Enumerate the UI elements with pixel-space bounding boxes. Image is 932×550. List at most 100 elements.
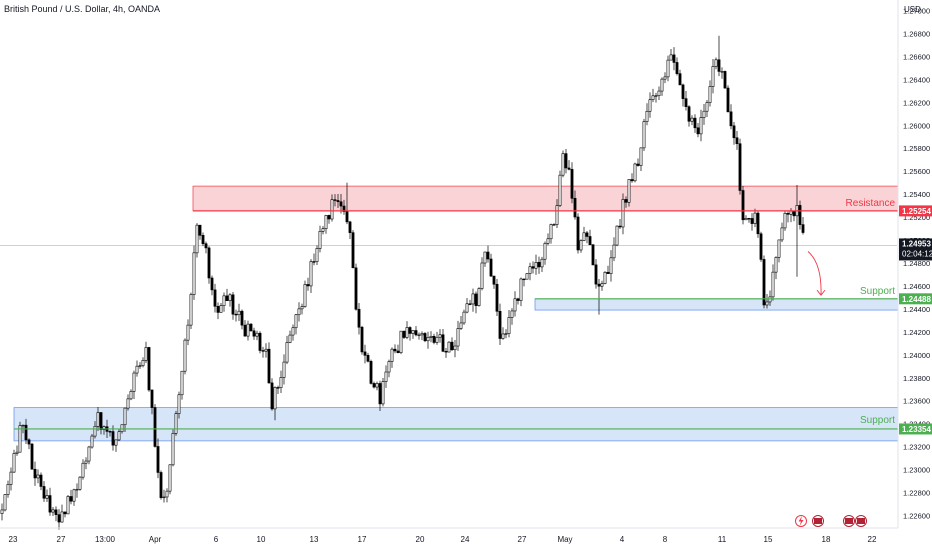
support-price-tag-upper: 1.24488 xyxy=(899,293,932,305)
candle-body xyxy=(174,413,178,434)
candle-body xyxy=(138,365,142,367)
candle-body xyxy=(126,398,130,409)
candle-body xyxy=(321,228,325,232)
candle-body xyxy=(678,73,682,86)
candle-body xyxy=(87,446,91,462)
support-price-tag-upper-text: 1.24488 xyxy=(902,295,931,304)
price-axis-tick: 1.24200 xyxy=(903,328,930,337)
candle-body xyxy=(294,314,298,329)
candle-body xyxy=(438,334,442,338)
price-axis-tick: 1.25200 xyxy=(903,213,930,222)
candle-body xyxy=(45,495,49,499)
candle-body xyxy=(249,323,253,332)
candle-body xyxy=(15,451,19,454)
candle-body xyxy=(273,387,277,410)
candle-body xyxy=(597,283,601,287)
candle-body xyxy=(261,350,265,352)
candle-body xyxy=(33,468,37,479)
candle-body xyxy=(192,252,196,295)
candle-body xyxy=(120,424,124,433)
candle-body xyxy=(252,330,256,337)
candle-body xyxy=(489,258,493,277)
candle-body xyxy=(798,205,802,225)
candle-body xyxy=(267,348,271,384)
candle-body xyxy=(12,453,16,473)
candle-body xyxy=(342,205,346,212)
candle-body xyxy=(156,446,160,473)
candle-body xyxy=(711,66,715,87)
price-axis-tick: 1.23000 xyxy=(903,466,930,475)
candle-body xyxy=(699,117,703,135)
candle-body xyxy=(324,215,328,229)
support-label-lower: Support xyxy=(860,415,895,426)
candle-body xyxy=(207,247,211,279)
candle-body xyxy=(6,484,10,495)
candle-body xyxy=(654,95,658,97)
candle-body xyxy=(477,288,481,306)
time-axis-tick: 10 xyxy=(257,535,266,544)
candle-body xyxy=(51,509,55,513)
candle-body xyxy=(579,240,583,251)
candle-body xyxy=(312,261,316,263)
candle-body xyxy=(228,294,232,302)
candle-body xyxy=(576,216,580,251)
candle-body xyxy=(231,294,235,315)
candle-body xyxy=(738,143,742,191)
candle-body xyxy=(69,496,73,502)
resistance-label: Resistance xyxy=(846,198,896,209)
support-price-tag-lower-text: 1.23354 xyxy=(902,425,931,434)
resistance-price-tag: 1.25254 xyxy=(899,205,932,217)
event-icons[interactable] xyxy=(795,515,867,527)
candle-body xyxy=(18,425,22,453)
support-price-tag-lower: 1.23354 xyxy=(899,423,932,435)
price-axis[interactable]: 1.27000 1.26800 1.26600 1.26400 1.26200 1.260… xyxy=(903,7,930,521)
candle-body xyxy=(339,201,343,207)
candle-body xyxy=(309,261,313,287)
time-axis-tick: Apr xyxy=(149,535,162,544)
support-zone-upper xyxy=(534,298,899,311)
candle-body xyxy=(333,199,337,201)
candle-body xyxy=(354,267,358,310)
candle-body xyxy=(801,224,805,233)
time-axis-tick: 13 xyxy=(310,535,319,544)
candle-body xyxy=(606,271,610,274)
candle-body xyxy=(729,111,733,127)
time-axis-tick: 18 xyxy=(822,535,831,544)
candle-body xyxy=(348,221,352,233)
time-axis-tick: 17 xyxy=(358,535,367,544)
candle-body xyxy=(306,284,310,287)
support-label-upper: Support xyxy=(860,286,895,297)
price-axis-tick: 1.27000 xyxy=(903,7,930,16)
candle-body xyxy=(108,431,112,433)
candle-body xyxy=(681,84,685,99)
candle-body xyxy=(777,239,781,258)
candle-body xyxy=(708,86,712,103)
price-axis-tick: 1.25400 xyxy=(903,190,930,199)
candle-body xyxy=(351,232,355,269)
price-axis-tick: 1.22600 xyxy=(903,512,930,521)
candle-body xyxy=(558,174,562,206)
candle-body xyxy=(282,361,286,378)
candle-body xyxy=(633,163,637,182)
candle-body xyxy=(612,244,616,259)
candle-body xyxy=(624,199,628,203)
candle-body xyxy=(636,163,640,166)
candle-body xyxy=(144,347,148,361)
time-axis-tick: 11 xyxy=(718,535,727,544)
candle-body xyxy=(594,264,598,285)
candle-body xyxy=(426,337,430,342)
candle-body xyxy=(720,71,724,73)
candle-body xyxy=(684,98,688,107)
candle-body xyxy=(63,511,67,515)
time-axis[interactable]: 23 27 13:00 Apr 6 10 13 17 20 24 27 May 4 8 11 15 18 22 xyxy=(9,535,877,544)
candle-body xyxy=(171,433,175,466)
candle-body xyxy=(78,476,82,490)
candle-body xyxy=(387,361,391,373)
price-axis-tick: 1.24600 xyxy=(903,282,930,291)
candle-body xyxy=(222,295,226,306)
candle-body xyxy=(135,365,139,374)
candle-body xyxy=(225,295,229,302)
candle-body xyxy=(771,271,775,298)
candle-body xyxy=(675,62,679,74)
